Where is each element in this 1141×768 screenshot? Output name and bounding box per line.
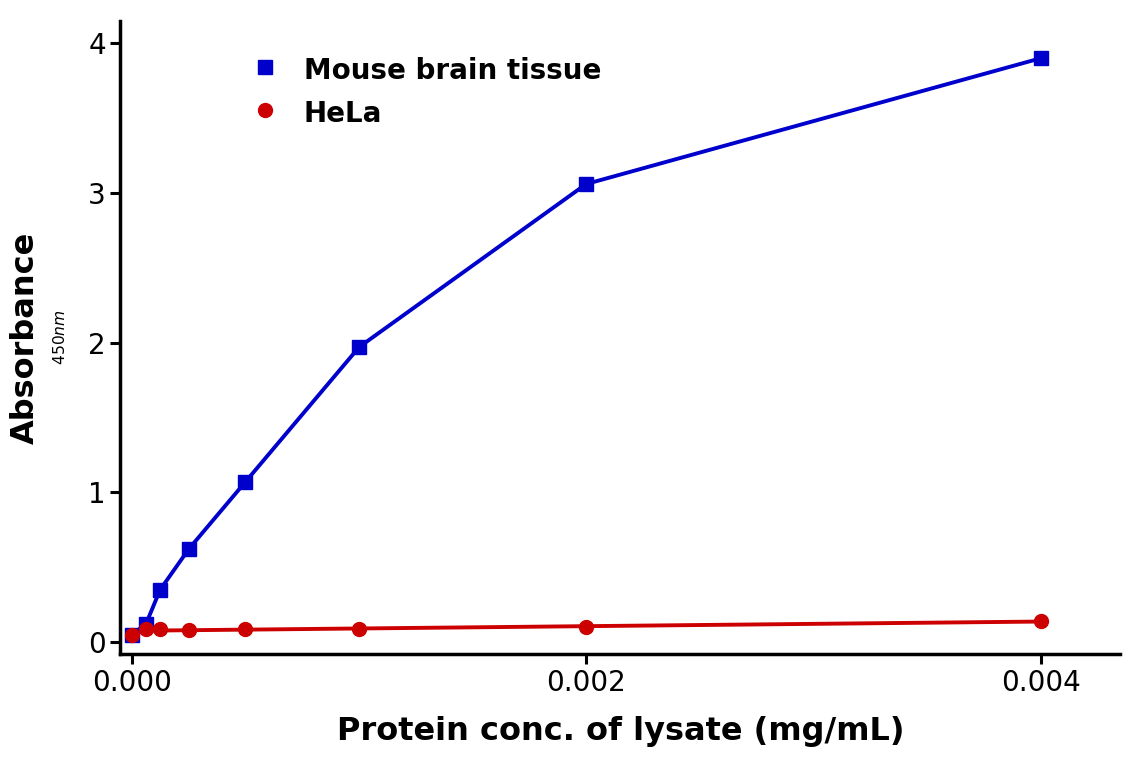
Mouse brain tissue xyxy=(1034,54,1047,63)
HeLa xyxy=(139,624,153,634)
Legend: Mouse brain tissue, HeLa: Mouse brain tissue, HeLa xyxy=(234,41,615,142)
X-axis label: Protein conc. of lysate (mg/mL): Protein conc. of lysate (mg/mL) xyxy=(337,717,904,747)
Text: $_{{450nm}}$: $_{{450nm}}$ xyxy=(48,310,68,366)
HeLa xyxy=(153,624,167,634)
HeLa xyxy=(181,626,195,635)
Mouse brain tissue xyxy=(238,478,252,487)
Mouse brain tissue xyxy=(580,180,593,189)
Line: Mouse brain tissue: Mouse brain tissue xyxy=(124,51,1047,641)
Mouse brain tissue xyxy=(181,545,195,554)
Mouse brain tissue xyxy=(153,585,167,594)
Line: HeLa: HeLa xyxy=(124,614,1047,641)
Mouse brain tissue xyxy=(124,630,138,639)
HeLa xyxy=(238,624,252,634)
HeLa xyxy=(1034,617,1047,626)
Text: Absorbance: Absorbance xyxy=(10,231,41,444)
HeLa xyxy=(124,630,138,639)
Mouse brain tissue xyxy=(139,620,153,629)
HeLa xyxy=(353,624,366,634)
Mouse brain tissue xyxy=(353,343,366,352)
HeLa xyxy=(580,623,593,632)
